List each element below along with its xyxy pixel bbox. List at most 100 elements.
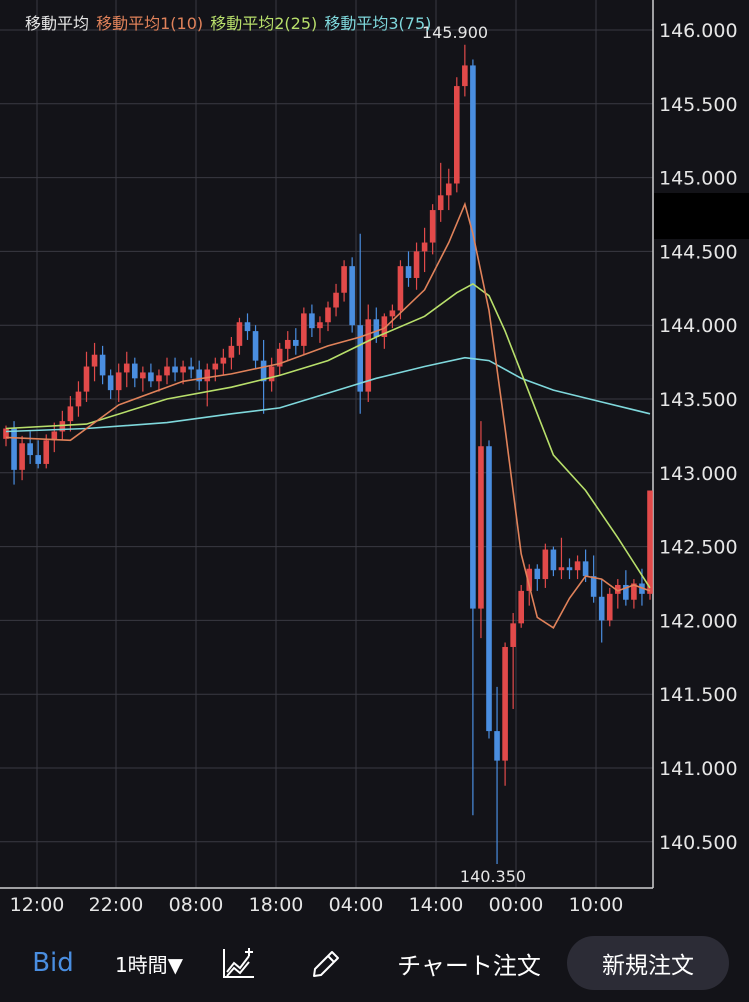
candle-body: [35, 455, 41, 464]
candle-body: [357, 325, 363, 392]
candle-body: [558, 567, 565, 571]
candle-body: [445, 183, 452, 196]
candle-body: [260, 360, 267, 382]
y-tick-label: 146.000: [659, 20, 738, 42]
candle-body: [462, 65, 468, 87]
candle-body: [115, 372, 122, 391]
candle-body: [365, 319, 372, 392]
candle-body: [325, 307, 331, 323]
candle-body: [27, 443, 33, 456]
candle-body: [631, 583, 637, 600]
candle-body: [421, 242, 428, 252]
candle-body: [566, 567, 573, 571]
candle-body: [454, 86, 460, 184]
candle-body: [518, 590, 524, 624]
ma2-line: [5, 282, 651, 589]
candle-body: [11, 428, 17, 470]
price-chart[interactable]: 12:00 22:00 08:00 18:00 04:00 14:00 00:00 10:00…: [0, 0, 749, 920]
candle-body: [99, 354, 106, 376]
x-tick-label: 22:00: [89, 894, 144, 916]
pencil-icon: [313, 951, 339, 977]
candle-body: [494, 731, 500, 761]
x-tick-label: 14:00: [409, 894, 464, 916]
legend-title: 移動平均: [25, 14, 90, 33]
candle-body: [309, 313, 315, 329]
y-tick-label: 145.000: [659, 168, 738, 190]
candle-body: [107, 375, 114, 391]
candle-body: [429, 210, 436, 243]
candle-body: [276, 348, 283, 367]
candle-body: [317, 322, 323, 329]
candle-body: [59, 421, 66, 432]
chart-order-button[interactable]: チャート注文: [388, 936, 550, 990]
candle-body: [148, 372, 154, 382]
candle-body: [293, 339, 299, 346]
x-tick-label: 10:00: [569, 894, 624, 916]
legend-ma1: 移動平均1(10): [96, 14, 204, 33]
ma1-line: [5, 201, 651, 629]
candle-body: [478, 446, 484, 609]
y-tick-label: 143.500: [659, 389, 738, 411]
candle-body: [590, 576, 597, 597]
bottom-toolbar: Bid 1時間▼ チャート注文 新規注文: [0, 920, 749, 1002]
indicator-button[interactable]: [218, 936, 260, 990]
candle-body: [397, 266, 404, 311]
axis-highlight-band: [654, 193, 749, 239]
legend-ma2: 移動平均2(25): [210, 14, 318, 33]
candle-body: [164, 366, 170, 376]
candle-body: [373, 319, 380, 338]
candle-body: [333, 292, 339, 308]
candle-body: [405, 266, 412, 278]
candle-body: [470, 65, 476, 609]
y-tick-label: 141.000: [659, 758, 738, 780]
chart-indicator-icon: [223, 948, 254, 978]
candle-body: [43, 440, 50, 464]
new-order-button[interactable]: 新規注文: [567, 936, 729, 990]
candle-body: [615, 584, 621, 594]
y-tick-label: 141.500: [659, 684, 738, 706]
candle-body: [220, 357, 227, 364]
candle-body: [75, 391, 82, 407]
moving-average-legend: 移動平均 移動平均1(10) 移動平均2(25) 移動平均3(75): [25, 10, 433, 34]
candle-body: [381, 316, 388, 338]
candle-body: [389, 310, 396, 317]
candle-body: [550, 549, 557, 571]
candle-body: [67, 406, 74, 422]
candle-body: [172, 366, 178, 373]
y-tick-label: 144.000: [659, 315, 738, 337]
new-order-label: 新規注文: [602, 953, 694, 979]
candle-body: [542, 549, 549, 580]
candle-body: [502, 646, 508, 761]
candle-body: [188, 366, 194, 370]
candle-body: [623, 584, 629, 600]
y-tick-label: 144.500: [659, 241, 738, 263]
candle-body: [83, 366, 90, 392]
candle-body: [301, 313, 307, 346]
candle-body: [252, 331, 259, 361]
bid-toggle[interactable]: Bid: [32, 948, 74, 978]
draw-button[interactable]: [304, 936, 346, 990]
candle-body: [196, 369, 202, 382]
candle-body: [349, 266, 355, 326]
candle-body: [598, 596, 605, 621]
candle-body: [606, 593, 613, 621]
y-tick-label: 140.500: [659, 832, 738, 854]
candle-body: [123, 363, 130, 373]
y-tick-label: 142.500: [659, 537, 738, 559]
candle-body: [180, 366, 186, 373]
high-price-label: 145.900: [422, 23, 488, 42]
candle-body: [204, 369, 211, 382]
timeframe-selector[interactable]: 1時間▼: [114, 952, 184, 977]
candle-body: [91, 354, 98, 367]
x-tick-label: 00:00: [489, 894, 544, 916]
ma3-line: [5, 356, 651, 433]
x-tick-label: 08:00: [169, 894, 224, 916]
candle-body: [228, 345, 235, 358]
y-tick-label: 143.000: [659, 463, 738, 485]
legend-ma3: 移動平均3(75): [324, 14, 432, 33]
candle-body: [341, 266, 347, 293]
candle-body: [534, 568, 541, 580]
x-tick-label: 18:00: [249, 894, 304, 916]
x-tick-label: 12:00: [10, 894, 65, 916]
candle-body: [526, 568, 533, 591]
